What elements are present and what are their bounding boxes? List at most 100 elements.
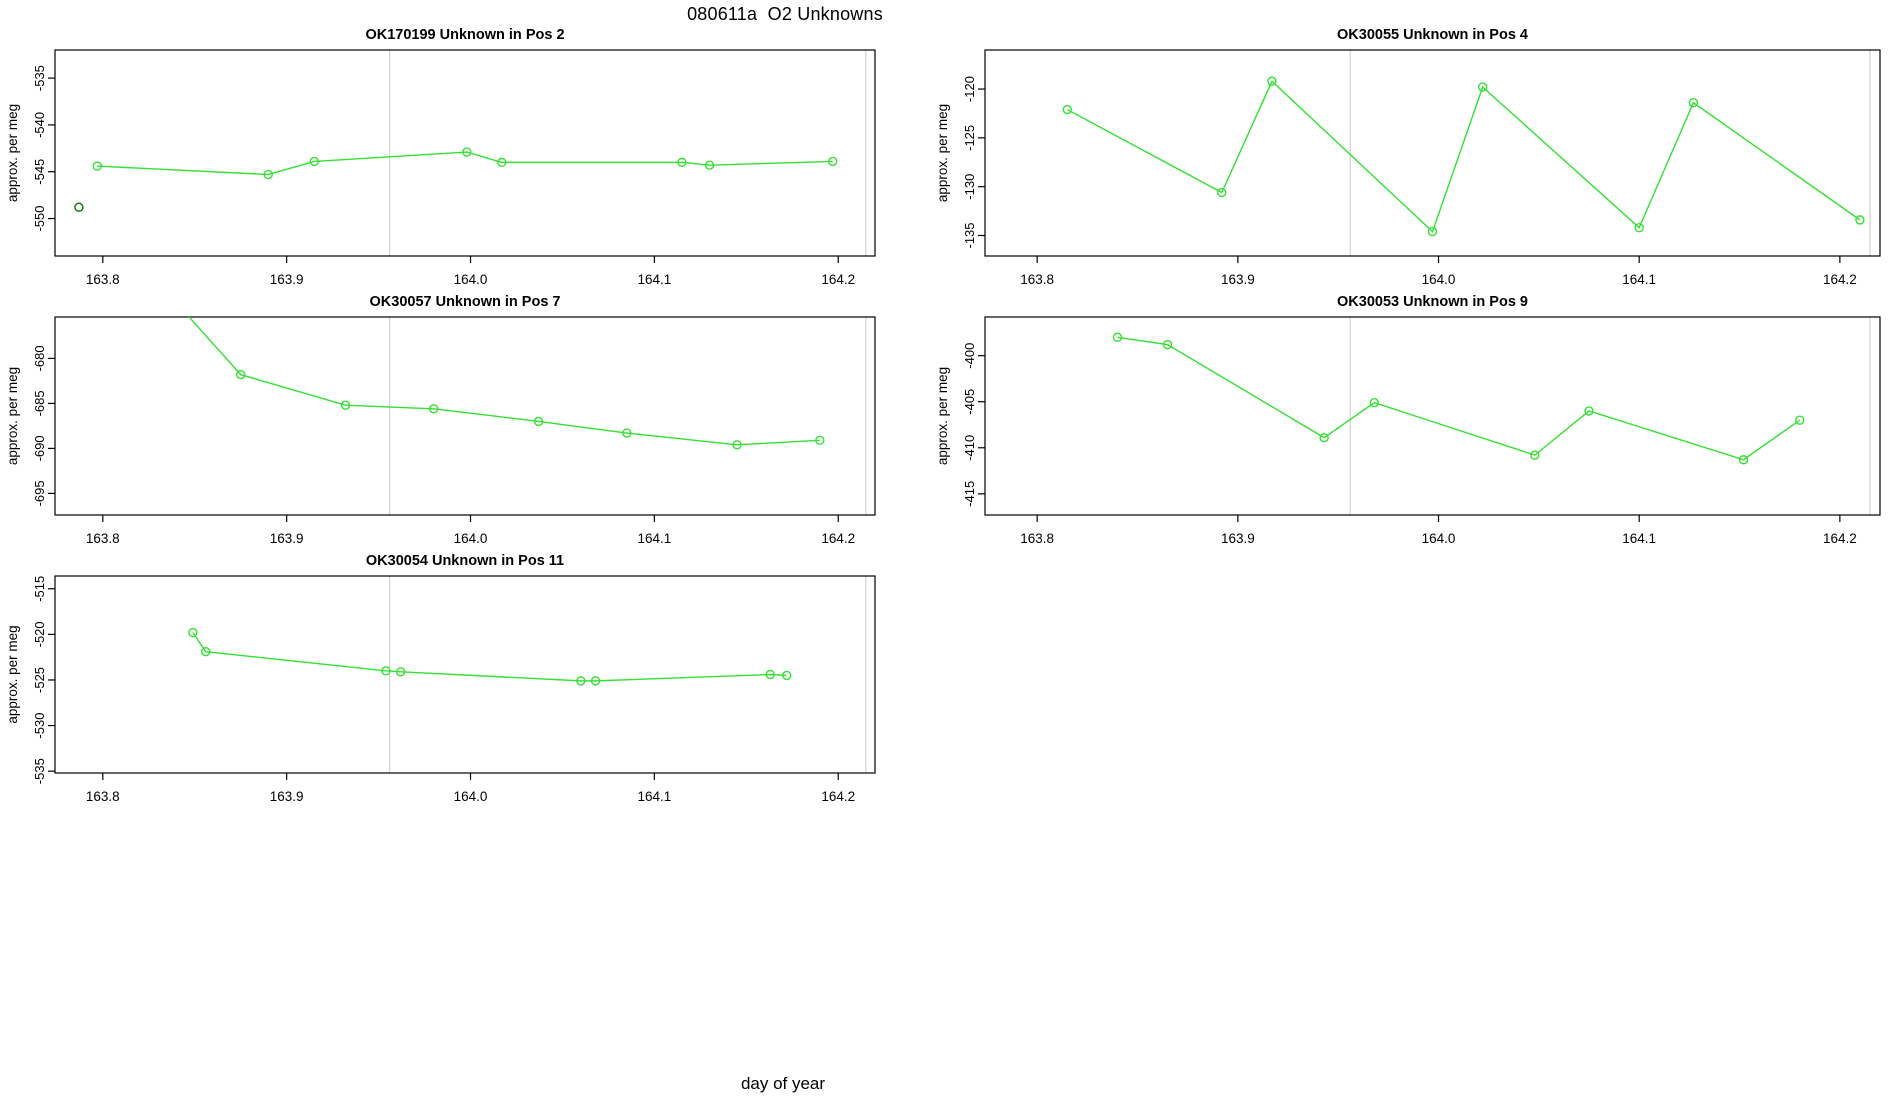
series-group xyxy=(74,147,838,213)
x-tick-label: 163.8 xyxy=(1020,531,1054,546)
y-tick-label: -685 xyxy=(32,390,47,416)
y-tick-label: -135 xyxy=(962,222,977,248)
data-point xyxy=(1267,76,1277,86)
data-point xyxy=(429,404,439,414)
x-tick-label: 164.0 xyxy=(454,531,488,546)
data-point xyxy=(704,160,715,170)
y-tick-label: -400 xyxy=(962,343,977,369)
data-point xyxy=(1427,226,1438,237)
x-tick-label: 163.8 xyxy=(86,531,120,546)
data-point xyxy=(1530,450,1540,460)
x-tick-label: 164.0 xyxy=(454,272,488,287)
data-point xyxy=(815,435,825,446)
x-tick-label: 163.9 xyxy=(270,789,304,804)
data-point xyxy=(395,667,406,677)
y-tick-label: -405 xyxy=(962,389,977,415)
data-point xyxy=(462,147,472,157)
panel-OK30055: OK30055 Unknown in Pos 4 163.8 163.9 164.0 1… xyxy=(930,20,1900,326)
x-tick-label: 164.0 xyxy=(1422,272,1456,287)
chart-svg: OK30053 Unknown in Pos 9 163.8 163.9 164.0 1… xyxy=(935,294,1881,546)
y-tick-label: -695 xyxy=(32,480,47,506)
y-axis-label: approx. per meg xyxy=(935,367,950,465)
panel-title: OK30055 Unknown in Pos 4 xyxy=(1337,27,1528,43)
x-tick-label: 164.2 xyxy=(1823,531,1857,546)
x-tick-label: 164.2 xyxy=(821,789,855,804)
series-line xyxy=(188,317,820,446)
y-tick-label: -535 xyxy=(32,758,47,784)
x-tick-label: 163.9 xyxy=(270,531,304,546)
y-tick-label: -520 xyxy=(32,621,47,647)
series-group xyxy=(178,305,825,450)
y-tick-label: -125 xyxy=(962,125,977,151)
data-point xyxy=(201,646,211,657)
data-point xyxy=(1162,339,1173,350)
x-tick-label: 163.8 xyxy=(86,272,120,287)
x-tick-label: 164.2 xyxy=(821,531,855,546)
y-tick-label: -525 xyxy=(32,667,47,693)
x-tick-label: 163.8 xyxy=(86,789,120,804)
data-point xyxy=(1319,432,1329,443)
x-tick-label: 164.1 xyxy=(1622,272,1656,287)
y-tick-label: -545 xyxy=(32,159,47,185)
figure-title: 080611a O2 Unknowns xyxy=(687,4,883,24)
panel-OK30054: OK30054 Unknown in Pos 11 163.8 163.9 164.0… xyxy=(0,546,895,843)
data-point xyxy=(782,670,792,681)
y-axis-label: approx. per meg xyxy=(5,625,20,723)
data-point xyxy=(1634,222,1644,233)
data-point xyxy=(828,156,838,167)
y-tick-label: -120 xyxy=(962,76,977,102)
y-axis-label: approx. per meg xyxy=(935,104,950,202)
x-axis-label: day of year xyxy=(740,1074,826,1093)
y-tick-label: -530 xyxy=(32,713,47,739)
plot-box xyxy=(54,316,876,516)
data-point xyxy=(497,157,507,168)
y-tick-label: -540 xyxy=(32,112,47,138)
data-point xyxy=(1217,187,1227,198)
chart-svg: OK30055 Unknown in Pos 4 163.8 163.9 164.0 1… xyxy=(935,27,1881,287)
plot-box xyxy=(984,316,1881,516)
y-axis-label: approx. per meg xyxy=(5,104,20,202)
series-group xyxy=(1112,332,1805,465)
data-point xyxy=(765,669,775,680)
data-point xyxy=(533,416,544,427)
data-point xyxy=(576,676,586,686)
panel-title: OK30054 Unknown in Pos 11 xyxy=(366,553,564,569)
y-tick-label: -415 xyxy=(962,481,977,507)
chart-svg: OK170199 Unknown in Pos 2 163.8 163.9 164.0… xyxy=(5,27,876,287)
data-point xyxy=(1477,82,1488,92)
data-point xyxy=(590,676,601,686)
isolated-data-point xyxy=(74,202,84,213)
y-tick-label: -515 xyxy=(32,576,47,602)
data-point xyxy=(1738,455,1749,465)
x-tick-label: 164.0 xyxy=(454,789,488,804)
data-point xyxy=(1369,397,1380,408)
plot-box xyxy=(54,49,876,257)
y-tick-label: -690 xyxy=(32,435,47,461)
data-point xyxy=(340,400,351,410)
data-point xyxy=(178,305,186,313)
y-axis-label: approx. per meg xyxy=(5,367,20,465)
panel-OK170199: OK170199 Unknown in Pos 2 163.8 163.9 164.0… xyxy=(0,20,895,326)
data-point xyxy=(309,156,319,167)
data-point xyxy=(263,169,273,180)
x-tick-label: 164.1 xyxy=(637,272,671,287)
data-point xyxy=(677,157,687,168)
panel-title: OK30053 Unknown in Pos 9 xyxy=(1337,294,1528,310)
data-point xyxy=(622,428,632,438)
series-line xyxy=(1117,336,1801,461)
data-point xyxy=(1584,406,1594,416)
y-tick-label: -535 xyxy=(32,65,47,91)
data-point xyxy=(92,161,102,171)
series-line xyxy=(192,632,787,682)
data-point xyxy=(235,369,246,380)
data-point xyxy=(732,440,742,450)
x-tick-label: 163.9 xyxy=(1221,272,1255,287)
x-tick-label: 163.9 xyxy=(1221,531,1255,546)
plot-box xyxy=(54,575,876,774)
data-point xyxy=(188,627,198,638)
y-tick-label: -550 xyxy=(32,206,47,232)
series-group xyxy=(188,627,792,686)
data-point xyxy=(1855,215,1865,225)
data-point xyxy=(1688,98,1699,108)
y-tick-label: -680 xyxy=(32,345,47,371)
